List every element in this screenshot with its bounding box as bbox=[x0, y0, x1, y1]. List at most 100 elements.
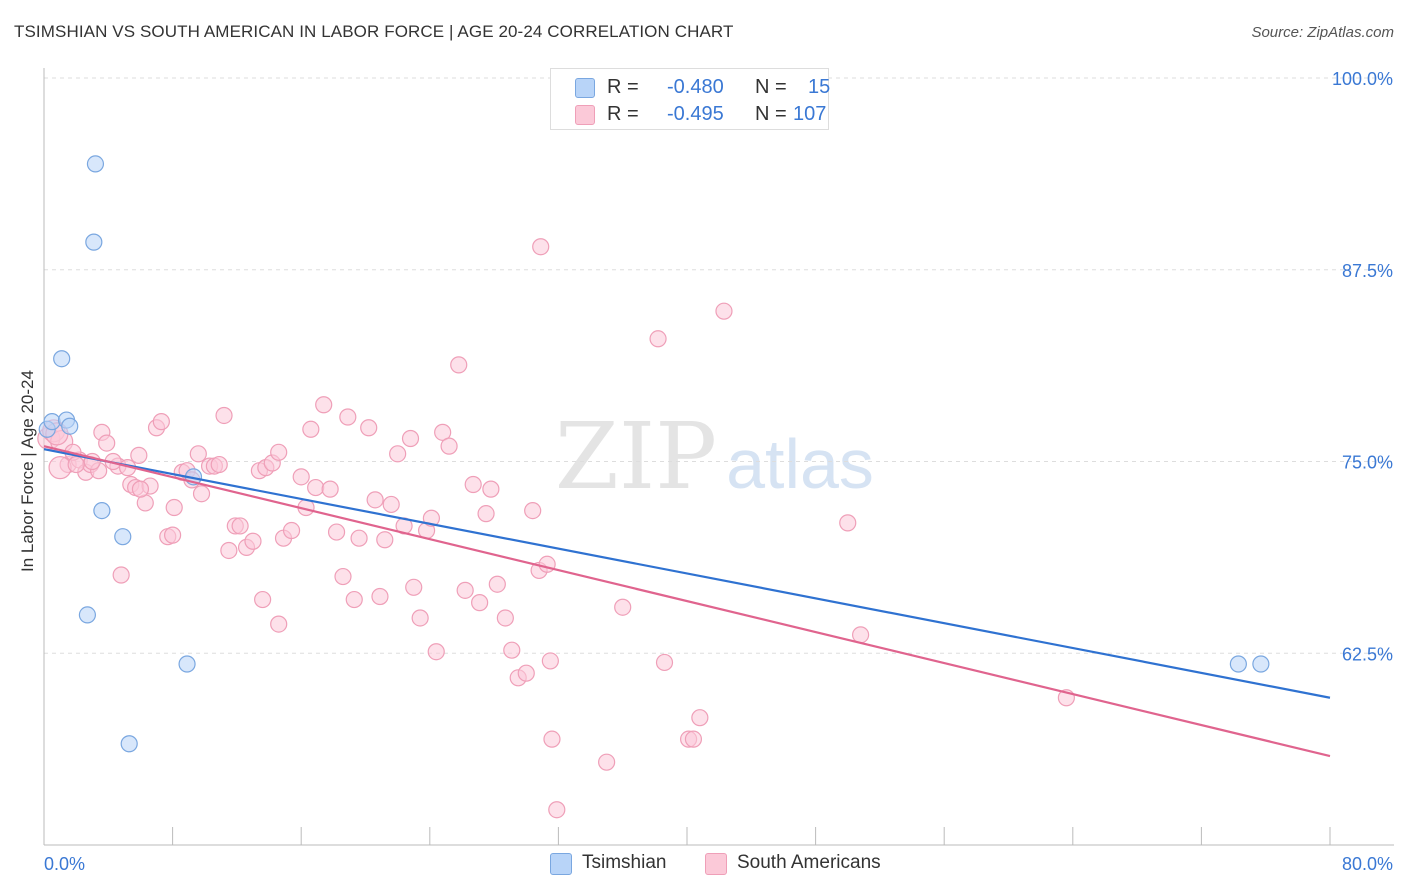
legend-n-value-tsimshian: 15 bbox=[808, 76, 831, 98]
south-americans-point-12 bbox=[112, 566, 130, 584]
south-americans-point-63 bbox=[411, 609, 429, 627]
south-americans-point-49 bbox=[327, 523, 346, 541]
south-americans-point-52 bbox=[345, 590, 363, 609]
south-americans-point-104 bbox=[164, 526, 182, 544]
x-tick-label-1: 80.0% bbox=[1342, 854, 1393, 874]
south-americans-point-46 bbox=[307, 478, 325, 497]
tsimshian-point-9 bbox=[78, 606, 97, 624]
south-americans-point-45 bbox=[302, 420, 320, 438]
legend-n-label: N = bbox=[755, 103, 787, 125]
south-americans-point-62 bbox=[405, 578, 423, 596]
south-americans-point-76 bbox=[496, 609, 514, 627]
south-americans-point-70 bbox=[456, 581, 474, 599]
legend-r-value-south-americans: -0.495 bbox=[667, 103, 724, 125]
tsimshian-point-5 bbox=[85, 233, 103, 251]
south-americans-point-71 bbox=[464, 475, 482, 494]
south-americans-point-89 bbox=[649, 330, 667, 348]
south-americans-point-56 bbox=[371, 587, 389, 606]
south-americans-point-77 bbox=[503, 641, 521, 659]
south-americans-point-72 bbox=[471, 594, 489, 612]
chart-title: TSIMSHIAN VS SOUTH AMERICAN IN LABOR FOR… bbox=[14, 22, 734, 41]
south-americans-point-82 bbox=[538, 555, 556, 573]
legend-r-label: R = bbox=[607, 76, 639, 98]
x-tick-label-0: 0.0% bbox=[44, 854, 85, 874]
south-americans-point-20 bbox=[152, 413, 170, 431]
south-americans-point-95 bbox=[839, 514, 857, 532]
south-americans-point-34 bbox=[231, 517, 249, 535]
south-americans-point-30 bbox=[210, 455, 228, 474]
tsimshian-point-10 bbox=[178, 655, 196, 673]
south-americans-point-53 bbox=[350, 529, 368, 547]
south-americans-point-103 bbox=[131, 480, 150, 498]
south-americans-point-66 bbox=[427, 643, 445, 661]
south-americans-point-55 bbox=[366, 491, 384, 509]
y-tick-label-1: 75.0% bbox=[1342, 453, 1393, 473]
south-americans-point-43 bbox=[292, 468, 310, 486]
south-americans-point-90 bbox=[655, 653, 674, 672]
y-tick-label-3: 100.0% bbox=[1332, 69, 1393, 89]
south-americans-swatch bbox=[705, 853, 727, 875]
south-americans-point-96 bbox=[852, 626, 870, 644]
south-americans-point-22 bbox=[165, 498, 183, 517]
source-credit: Source: ZipAtlas.com bbox=[1251, 24, 1394, 41]
south-americans-point-86 bbox=[541, 652, 559, 670]
tsimshian-point-14 bbox=[1252, 655, 1270, 673]
tsimshian-point-1 bbox=[43, 413, 61, 431]
south-americans-point-36 bbox=[244, 532, 262, 550]
south-americans-point-75 bbox=[488, 575, 506, 593]
south-americans-point-73 bbox=[477, 505, 495, 523]
south-americans-point-83 bbox=[543, 730, 561, 748]
south-americans-point-88 bbox=[614, 598, 632, 616]
south-americans-point-42 bbox=[282, 521, 301, 540]
south-americans-point-16 bbox=[130, 446, 148, 464]
south-americans-point-40 bbox=[270, 443, 288, 461]
south-americans-point-80 bbox=[524, 501, 542, 520]
south-americans-point-100 bbox=[67, 455, 85, 474]
bottom-legend-south-americans-label: South Americans bbox=[737, 852, 881, 873]
watermark-zip: ZIP bbox=[555, 403, 717, 510]
south-americans-point-98 bbox=[48, 456, 72, 480]
south-americans-point-26 bbox=[189, 445, 207, 463]
tsimshian-point-13 bbox=[1229, 655, 1247, 673]
south-americans-point-57 bbox=[376, 531, 394, 549]
south-americans-point-59 bbox=[389, 445, 407, 463]
south-americans-point-93 bbox=[684, 730, 703, 748]
south-americans-point-94 bbox=[715, 302, 733, 320]
south-americans-point-84 bbox=[532, 238, 550, 256]
y-tick-label-0: 62.5% bbox=[1342, 644, 1393, 664]
tsimshian-swatch bbox=[550, 853, 572, 875]
bottom-legend-tsimshian-label: Tsimshian bbox=[582, 852, 667, 873]
y-axis-label: In Labor Force | Age 20-24 bbox=[18, 370, 37, 572]
legend-r-label: R = bbox=[607, 103, 639, 125]
tsimshian-point-7 bbox=[93, 501, 111, 520]
south-americans-point-85 bbox=[548, 801, 566, 819]
south-americans-trend-line bbox=[43, 445, 1331, 758]
tsimshian-point-6 bbox=[53, 350, 71, 368]
south-americans-swatch bbox=[575, 105, 595, 125]
south-americans-point-54 bbox=[360, 419, 378, 437]
legend-n-value-south-americans: 107 bbox=[793, 103, 827, 125]
south-americans-point-51 bbox=[339, 408, 357, 426]
legend-n-label: N = bbox=[755, 76, 787, 98]
legend-r-value-tsimshian: -0.480 bbox=[667, 76, 724, 98]
south-americans-point-68 bbox=[440, 437, 458, 455]
south-americans-point-50 bbox=[334, 567, 352, 586]
south-americans-point-61 bbox=[401, 429, 420, 448]
correlation-legend: R = -0.480 N = 15 R = -0.495 N = 107 bbox=[550, 68, 831, 130]
tsimshian-trend-line bbox=[43, 448, 1331, 699]
south-americans-point-58 bbox=[382, 495, 400, 514]
south-americans-point-31 bbox=[215, 406, 233, 425]
tsimshian-point-11 bbox=[120, 735, 138, 753]
south-americans-point-27 bbox=[192, 485, 211, 503]
south-americans-point-32 bbox=[220, 541, 238, 560]
south-americans-point-67 bbox=[434, 423, 452, 441]
south-americans-point-79 bbox=[517, 664, 535, 682]
south-americans-point-48 bbox=[321, 480, 339, 498]
tsimshian-point-8 bbox=[114, 528, 132, 546]
south-americans-point-47 bbox=[315, 396, 333, 414]
tsimshian-point-3 bbox=[61, 417, 79, 435]
south-americans-point-105 bbox=[254, 590, 272, 609]
tsimshian-point-4 bbox=[86, 155, 105, 173]
south-americans-point-69 bbox=[450, 356, 468, 374]
